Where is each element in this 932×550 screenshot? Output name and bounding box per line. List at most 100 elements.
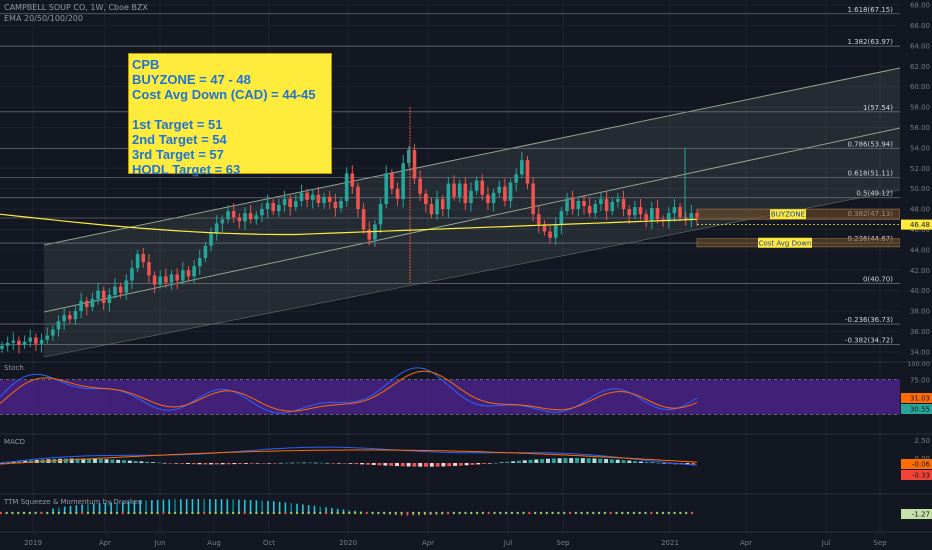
candle-body: [616, 198, 620, 202]
candle: [243, 207, 247, 231]
ttm-momentum-bar: [261, 500, 263, 513]
candle-body: [565, 198, 569, 212]
ttm-momentum-bar: [151, 500, 153, 513]
candle: [113, 278, 117, 299]
time-tick-label: Sep: [873, 539, 887, 547]
candle: [497, 180, 502, 197]
candle-body: [599, 198, 603, 204]
ttm-squeeze-dot: [574, 511, 578, 515]
fib-label: -0.236(36.73): [845, 316, 893, 324]
trade-plan-note: CPB BUYZONE = 47 - 48 Cost Avg Down (CAD…: [128, 53, 332, 177]
candle: [649, 201, 654, 229]
ttm-squeeze-dot: [504, 511, 508, 515]
ttm-momentum-bar: [319, 506, 322, 513]
candle-body: [141, 253, 146, 263]
stoch-scale-label: 75.00: [910, 377, 930, 385]
candle: [254, 211, 259, 225]
ttm-squeeze-dot: [510, 511, 514, 515]
candle: [231, 202, 236, 223]
candle-body: [28, 337, 33, 342]
macd-histogram-bar: [185, 463, 190, 464]
time-tick-label: 2019: [24, 539, 42, 547]
ttm-momentum-bar: [307, 505, 310, 513]
candle-body: [435, 198, 439, 215]
ttm-squeeze-dot: [272, 511, 275, 515]
candle: [84, 296, 89, 316]
ttm-squeeze-dot: [557, 511, 560, 515]
candle: [248, 205, 253, 224]
candle-body: [39, 339, 44, 344]
candle: [339, 196, 343, 213]
macd-histogram-bar: [412, 463, 417, 467]
candle: [164, 268, 168, 289]
macd-histogram-bar: [633, 461, 638, 463]
candle: [514, 168, 518, 192]
ttm-squeeze-dot: [22, 511, 26, 515]
candle-body: [158, 276, 163, 285]
ttm-squeeze-dot: [441, 511, 444, 515]
candle-body: [175, 274, 179, 281]
candle-body: [503, 186, 507, 201]
ttm-momentum-bar: [75, 505, 78, 513]
ttm-squeeze-dot: [551, 511, 554, 515]
candle-body: [209, 233, 213, 246]
candle-body: [689, 213, 694, 221]
ttm-squeeze-dot: [278, 511, 281, 515]
macd-histogram-bar: [261, 463, 266, 464]
candle: [672, 198, 677, 222]
candle: [197, 249, 202, 275]
ttm-squeeze-dot: [249, 511, 252, 515]
candle-body: [553, 225, 558, 238]
candle: [277, 198, 281, 217]
ttm-squeeze-dot: [185, 511, 188, 515]
candle-body: [169, 274, 174, 283]
ttm-momentum-bar: [81, 504, 83, 513]
ttm-squeeze-dot: [493, 511, 496, 515]
macd-histogram-bar: [249, 463, 254, 464]
candle: [463, 177, 468, 211]
ttm-momentum-bar: [197, 499, 200, 513]
ttm-squeeze-dot: [522, 511, 525, 515]
candle: [344, 167, 349, 207]
candle-body: [678, 207, 682, 218]
candle-body: [559, 211, 564, 226]
candle: [203, 241, 208, 263]
ttm-squeeze-dot: [266, 511, 270, 515]
stoch-band: [0, 379, 900, 415]
candle: [288, 194, 292, 216]
ttm-squeeze-dot: [411, 511, 415, 515]
candle: [503, 178, 507, 207]
macd-histogram-bar: [214, 463, 219, 465]
macd-histogram-bar: [650, 462, 655, 464]
ttm-squeeze-dot: [609, 511, 612, 515]
time-tick-label: Aug: [207, 539, 221, 547]
macd-histogram-bar: [511, 461, 516, 463]
ttm-squeeze-dot: [679, 511, 682, 515]
time-tick-label: Apr: [740, 539, 752, 547]
ttm-squeeze-dot: [75, 511, 78, 515]
candle: [378, 197, 383, 234]
candle-body: [124, 280, 129, 293]
ttm-momentum-bar: [255, 500, 258, 513]
ttm-squeeze-dot: [359, 511, 363, 515]
candle: [570, 190, 575, 215]
ttm-momentum-bar: [58, 507, 60, 513]
candle: [260, 202, 264, 223]
candle-body: [305, 192, 309, 200]
price-tick-label: 38.00: [910, 308, 930, 316]
macd-histogram-bar: [325, 462, 330, 464]
macd-title: MACD: [4, 438, 25, 446]
candle: [621, 190, 626, 217]
ttm-momentum-bar: [400, 513, 403, 516]
macd-histogram-bar: [197, 463, 202, 465]
candle-body: [316, 194, 321, 203]
price-tick-label: 40.00: [910, 287, 930, 295]
macd-histogram-bar: [139, 461, 144, 463]
candle-body: [288, 198, 292, 208]
ttm-squeeze-dot: [40, 511, 43, 515]
macd-histogram-bar: [360, 463, 365, 465]
ttm-squeeze-dot: [470, 511, 473, 515]
ttm-momentum-bar: [336, 508, 339, 513]
ttm-squeeze-dot: [661, 511, 665, 515]
